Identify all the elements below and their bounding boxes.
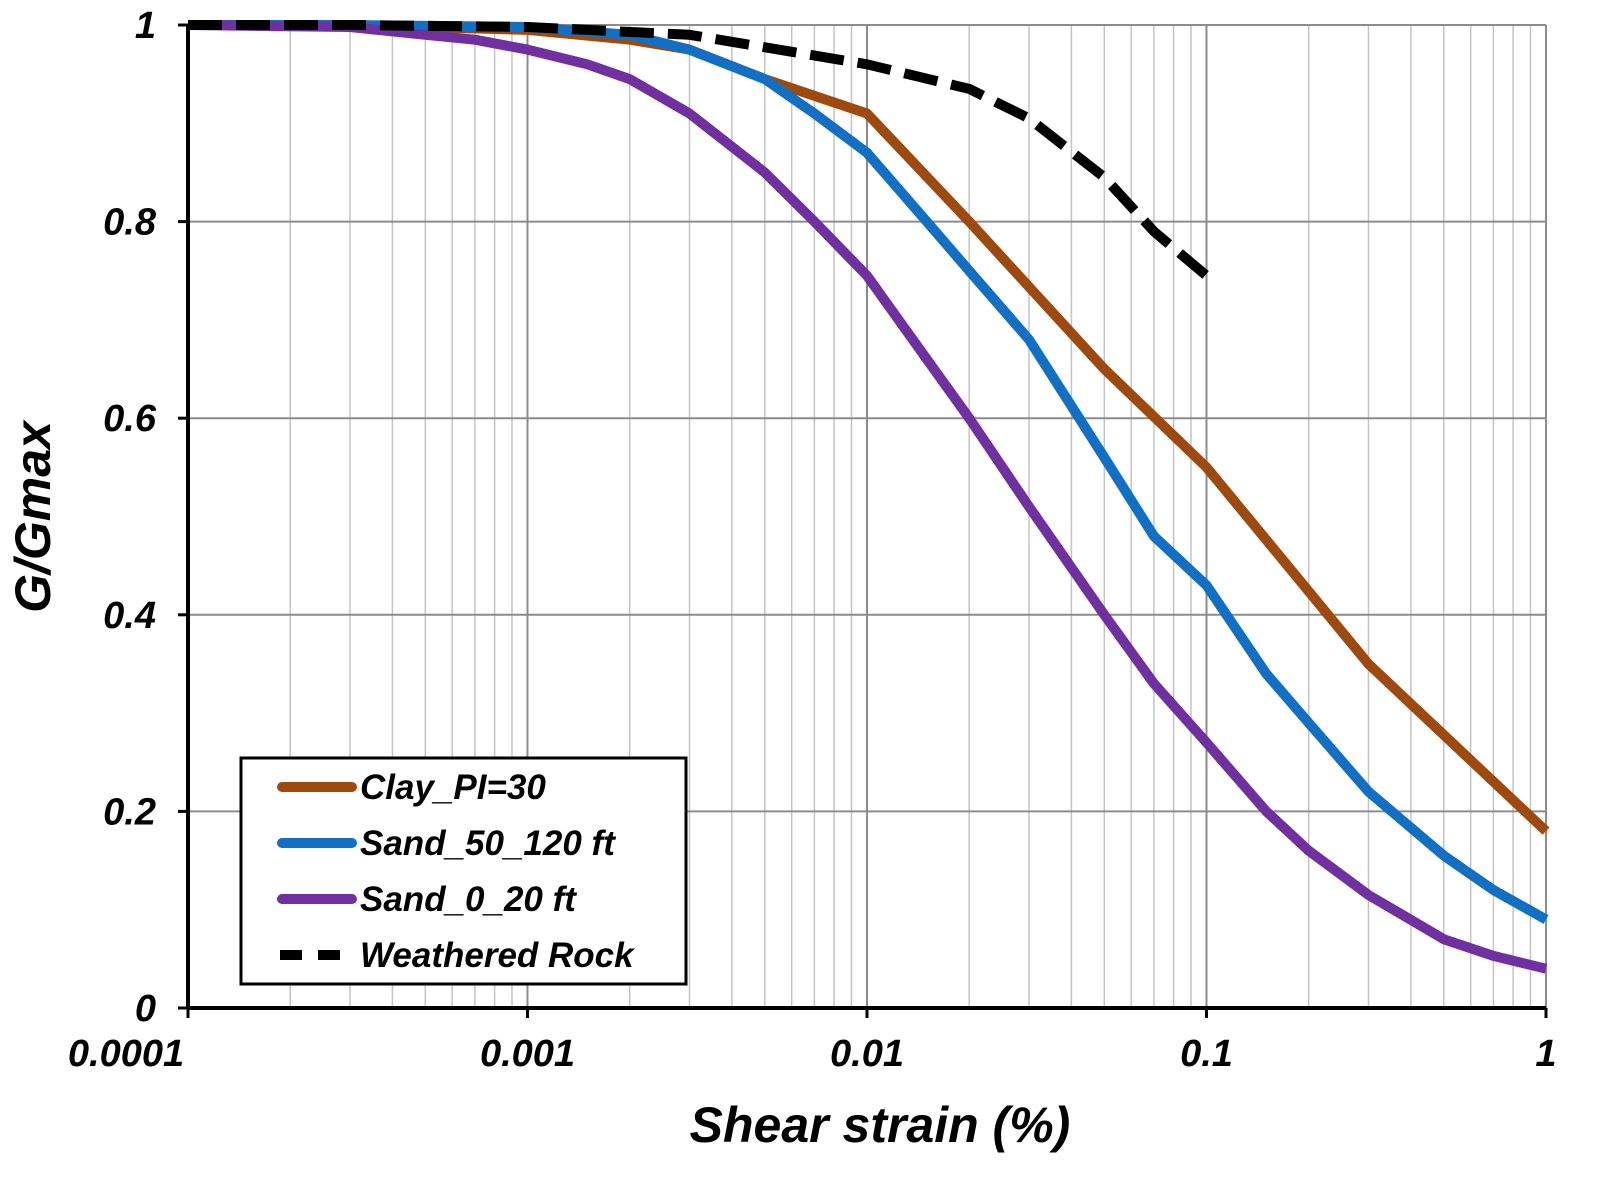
y-tick-label: 0: [135, 988, 156, 1030]
legend-box: [239, 756, 688, 986]
y-tick-label: 0.6: [103, 398, 157, 440]
series-line: [187, 20, 1548, 974]
y-tick-label: 0.4: [103, 595, 156, 637]
x-ticks: 0.0001 0.001 0.01 0.1 1: [68, 1008, 1557, 1075]
x-tick-label: 0.001: [480, 1033, 575, 1075]
x-tick-label: 0.01: [830, 1033, 904, 1075]
y-tick-label: 0.8: [103, 202, 157, 244]
grid-minor: [289, 25, 1532, 1008]
y-axis-title: G/Gmax: [5, 419, 61, 613]
legend-label: Sand_50_120 ft: [360, 824, 616, 863]
x-tick-label: 1: [1535, 1033, 1556, 1075]
legend-entries: Clay_PI=30 Sand_50_120 ft Sand_0_20 ft Weat…: [277, 768, 635, 975]
legend: Clay_PI=30 Sand_50_120 ft Sand_0_20 ft Weat…: [239, 756, 688, 986]
x-tick-label: 0.1: [1180, 1033, 1233, 1075]
y-tick-label: 1: [135, 5, 156, 47]
x-tick-label: 0.0001: [68, 1033, 184, 1075]
legend-label: Clay_PI=30: [360, 768, 546, 807]
series-layer: [187, 20, 1550, 974]
y-tick-label: 0.2: [103, 791, 156, 833]
x-axis-title: Shear strain (%): [690, 1097, 1071, 1153]
legend-label: Sand_0_20 ft: [360, 880, 577, 919]
legend-label: Weathered Rock: [360, 936, 635, 975]
series-line: [188, 20, 1210, 280]
y-ticks: 0 0.2 0.4 0.6 0.8 1: [103, 5, 188, 1030]
